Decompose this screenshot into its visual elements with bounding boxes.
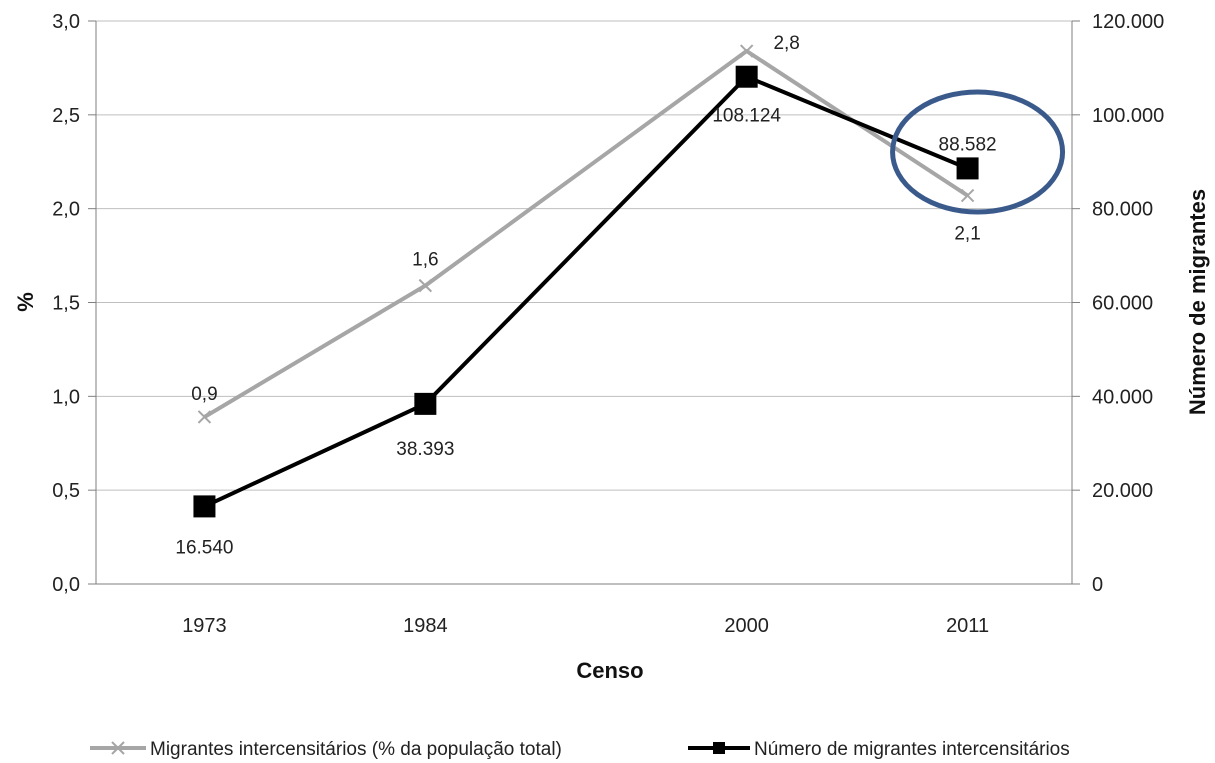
x-marker-stroke: [197, 410, 212, 424]
x-axis-ticks: 1973 1984 2000 2011: [182, 615, 989, 637]
square-marker: [956, 157, 979, 180]
right-tick-label: 120.000: [1092, 11, 1164, 33]
legend-item-count: Número de migrantes intercensitários: [688, 739, 1070, 760]
x-marker: [418, 278, 433, 293]
legend: Migrantes intercensitários (% da populaç…: [90, 739, 1070, 760]
right-tick-label: 60.000: [1092, 293, 1153, 315]
right-tick-label: 80.000: [1092, 199, 1153, 221]
legend-x-marker: [111, 741, 125, 755]
right-tick-label: 40.000: [1092, 386, 1153, 408]
data-label-count: 88.582: [939, 134, 997, 155]
x-tick-label: 1984: [403, 615, 448, 637]
square-marker: [193, 495, 216, 518]
legend-square-marker: [713, 742, 725, 754]
x-marker: [197, 410, 212, 424]
series-line-percent: [203, 49, 969, 419]
x-tick-label: 2000: [724, 615, 769, 637]
legend-label-percent: Migrantes intercensitários (% da populaç…: [150, 739, 562, 760]
series-layer: [193, 44, 979, 518]
left-tick-label: 1,0: [52, 386, 80, 408]
data-label-percent: 2,1: [954, 224, 980, 245]
highlight-ellipse: [890, 89, 1066, 215]
data-label-percent: 2,8: [773, 33, 799, 54]
x-marker-stroke: [418, 278, 433, 293]
x-marker-stroke: [739, 44, 754, 58]
left-y-axis-ticks: 0,0 0,5 1,0 1,5 2,0 2,5 3,0: [52, 11, 80, 596]
x-tick-label: 1973: [182, 615, 227, 637]
data-label-count: 16.540: [175, 537, 233, 558]
data-label-count: 108.124: [712, 106, 781, 127]
right-y-axis-ticks: 0 20.000 40.000 60.000 80.000 100.000 120.000: [1092, 11, 1164, 596]
annotation-layer: [890, 89, 1066, 215]
left-y-axis-title: %: [13, 292, 38, 312]
left-tick-label: 3,0: [52, 11, 80, 33]
x-axis-title: Censo: [576, 658, 643, 683]
data-label-percent: 1,6: [412, 250, 438, 271]
right-tick-label: 20.000: [1092, 480, 1153, 502]
left-tick-label: 1,5: [52, 293, 80, 315]
left-tick-label: 2,5: [52, 105, 80, 127]
grid-lines: [96, 20, 1072, 491]
square-marker: [735, 65, 758, 88]
x-marker: [960, 188, 975, 203]
x-marker: [739, 44, 754, 58]
data-label-count: 38.393: [396, 439, 454, 460]
left-tick-label: 0,5: [52, 480, 80, 502]
left-tick-label: 0,0: [52, 574, 80, 596]
right-y-axis-title: Número de migrantes: [1185, 189, 1210, 415]
axes: [88, 20, 1080, 585]
right-tick-label: 100.000: [1092, 105, 1164, 127]
square-marker: [414, 392, 437, 415]
x-marker-stroke: [960, 188, 975, 203]
legend-item-percent: Migrantes intercensitários (% da populaç…: [90, 739, 562, 760]
data-labels: 0,9 1,6 2,8 2,1 16.540 38.393 108.124 88.582: [175, 33, 996, 558]
x-tick-label: 2011: [946, 615, 989, 637]
right-tick-label: 0: [1092, 574, 1103, 596]
legend-label-count: Número de migrantes intercensitários: [754, 739, 1070, 760]
data-label-percent: 0,9: [191, 384, 217, 405]
left-tick-label: 2,0: [52, 199, 80, 221]
series-line-count: [203, 74, 969, 509]
